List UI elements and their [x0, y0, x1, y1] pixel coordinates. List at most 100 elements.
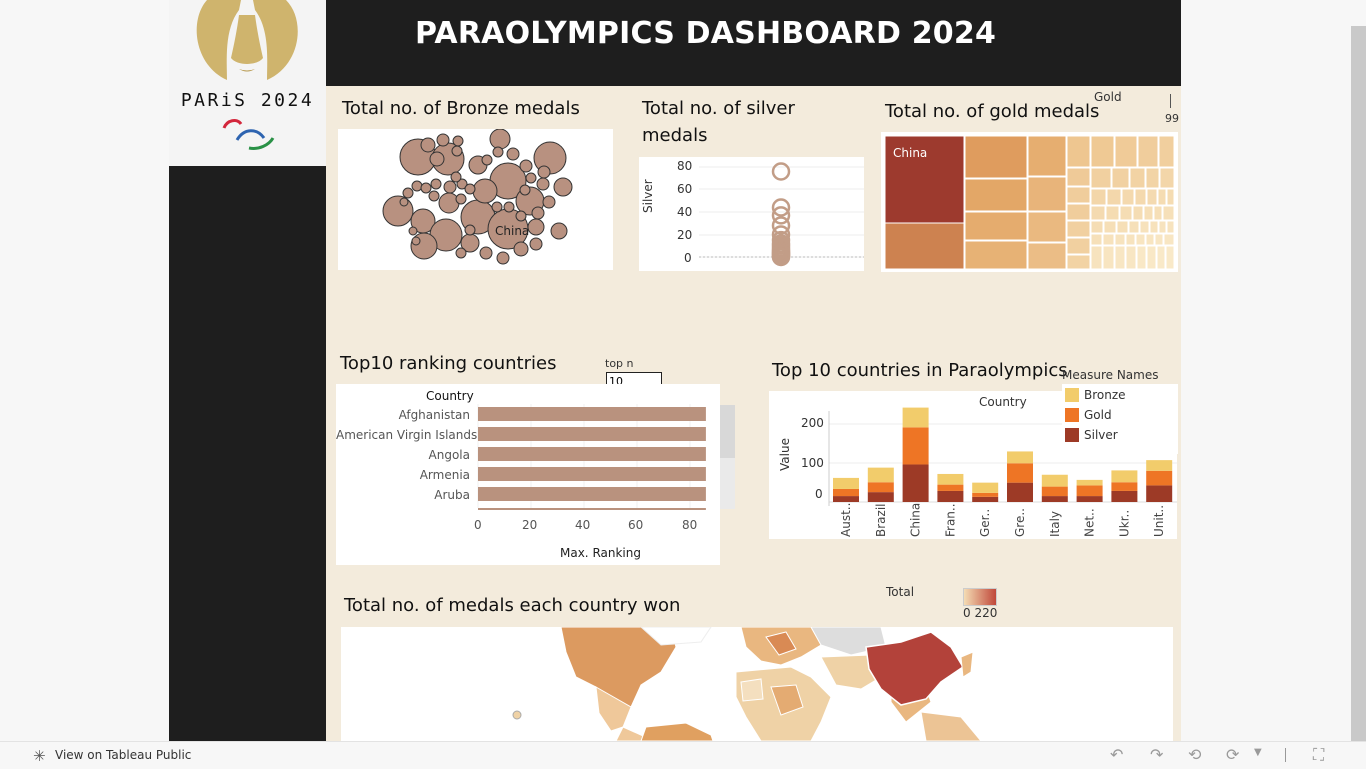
bronze-bubble[interactable] [430, 178, 442, 190]
bronze-bubble[interactable] [452, 135, 464, 147]
gold-treemap-tile[interactable] [1162, 205, 1175, 221]
stacked-bar-gold[interactable] [1076, 485, 1103, 497]
bronze-bubble[interactable] [472, 178, 498, 204]
gold-treemap-tile[interactable] [1027, 176, 1067, 212]
silver-point[interactable] [771, 198, 791, 217]
bronze-bubble[interactable] [420, 137, 436, 153]
bronze-bubble[interactable] [519, 184, 531, 196]
gold-treemap-tile[interactable] [1116, 220, 1129, 234]
bronze-bubble[interactable] [481, 154, 493, 166]
bronze-bubble[interactable] [443, 180, 457, 194]
gold-treemap-tile[interactable] [884, 222, 965, 270]
ranking-bar[interactable] [478, 427, 706, 441]
stacked-bar-bronze[interactable] [937, 473, 964, 485]
redo-icon[interactable]: ↷ [1150, 745, 1164, 764]
refresh-icon[interactable]: ⟳ [1226, 745, 1240, 764]
bronze-bubble[interactable] [542, 195, 556, 209]
gold-treemap-tile[interactable] [1066, 167, 1091, 187]
gold-treemap-tile[interactable] [1137, 135, 1159, 168]
gold-treemap-tile[interactable] [1146, 245, 1157, 270]
bronze-bubble[interactable] [428, 190, 440, 202]
gold-treemap-tile[interactable] [884, 135, 965, 224]
revert-icon[interactable]: ⟲ [1188, 745, 1202, 764]
bronze-bubble[interactable] [492, 146, 504, 158]
stacked-bar-silver[interactable] [1076, 496, 1103, 502]
stacked-bar-silver[interactable] [867, 492, 894, 502]
ranking-bar-chart[interactable]: Country Afghanistan American Virgin Isla… [336, 384, 720, 565]
stacked-bar-bronze[interactable] [1146, 460, 1173, 471]
gold-treemap-tile[interactable] [1066, 220, 1091, 238]
bronze-bubble[interactable] [525, 172, 537, 184]
gold-treemap-tile[interactable] [1125, 233, 1136, 246]
bronze-bubble[interactable] [399, 197, 409, 207]
ranking-bar[interactable] [478, 447, 706, 461]
gold-treemap-tile[interactable] [1153, 205, 1163, 221]
ranking-row-label[interactable]: Angola [428, 448, 470, 462]
bronze-bubble[interactable] [408, 226, 418, 236]
gold-treemap-tile[interactable] [1159, 167, 1175, 189]
stacked-bar-silver[interactable] [1146, 485, 1173, 502]
bronze-bubble[interactable] [464, 183, 476, 195]
legend-item-silver[interactable]: Silver [1084, 428, 1118, 442]
gold-treemap-tile[interactable] [1066, 203, 1091, 221]
stacked-bar-bronze[interactable] [1111, 470, 1138, 483]
gold-treemap-tile[interactable] [1090, 245, 1103, 270]
stacked-bar-bronze[interactable] [833, 477, 859, 489]
stacked-bar-gold[interactable] [972, 492, 999, 497]
silver-point[interactable] [771, 247, 791, 267]
gold-treemap-tile[interactable] [1156, 245, 1166, 270]
gold-treemap-tile[interactable] [1158, 220, 1167, 234]
gold-treemap-tile[interactable] [1134, 188, 1147, 206]
bronze-bubble[interactable] [420, 182, 432, 194]
undo-icon[interactable]: ↶ [1110, 745, 1124, 764]
bronze-bubble[interactable] [382, 195, 414, 227]
stacked-bar-gold[interactable] [867, 482, 894, 493]
gold-treemap-tile[interactable] [1102, 233, 1115, 246]
gold-treemap-tile[interactable] [1119, 205, 1133, 221]
silver-point[interactable] [771, 206, 791, 225]
stacked-bar-bronze[interactable] [1041, 474, 1068, 487]
stacked-bar-bronze[interactable] [902, 407, 929, 428]
world-map[interactable] [341, 627, 1173, 741]
gold-treemap-tile[interactable] [1090, 188, 1107, 206]
gold-treemap-tile[interactable] [1102, 245, 1115, 270]
gold-treemap-tile[interactable] [1090, 205, 1106, 221]
gold-treemap-tile[interactable] [964, 240, 1028, 270]
bronze-bubble[interactable] [464, 224, 476, 236]
ranking-bar[interactable] [478, 467, 706, 481]
stacked-bar-silver[interactable] [902, 464, 929, 502]
gold-treemap-tile[interactable] [1125, 245, 1137, 270]
stacked-bar-silver[interactable] [1041, 496, 1068, 502]
bronze-bubble[interactable] [553, 177, 573, 197]
bronze-bubble[interactable] [519, 159, 533, 173]
stacked-bar-bronze[interactable] [1007, 451, 1033, 464]
bronze-bubble[interactable] [455, 193, 467, 205]
bronze-bubble[interactable] [527, 218, 545, 236]
gold-treemap-tile[interactable] [1145, 233, 1155, 246]
bronze-bubble-chart[interactable]: China [338, 128, 613, 270]
bronze-bubble[interactable] [429, 151, 445, 167]
bronze-bubble[interactable] [537, 165, 551, 179]
bronze-bubble[interactable] [436, 133, 450, 147]
silver-point[interactable] [771, 216, 791, 235]
gold-treemap-tile[interactable] [1090, 135, 1115, 168]
bronze-bubble[interactable] [529, 237, 543, 251]
gold-treemap-tile[interactable] [1163, 233, 1175, 246]
bronze-bubble[interactable] [455, 247, 467, 259]
gold-treemap-tile[interactable] [1106, 188, 1122, 206]
bronze-bubble[interactable] [450, 171, 462, 183]
gold-treemap-tile[interactable] [1105, 205, 1120, 221]
gold-treemap-tile[interactable] [1165, 245, 1175, 270]
ranking-row-label[interactable]: American Virgin Islands [336, 428, 478, 442]
bronze-bubble[interactable] [438, 192, 460, 214]
gold-treemap-tile[interactable] [1090, 167, 1112, 189]
bronze-bubble[interactable] [491, 201, 503, 213]
gold-treemap-tile[interactable] [1066, 186, 1091, 204]
stacked-bar-bronze[interactable] [1076, 479, 1103, 486]
gold-treemap-tile[interactable] [1139, 220, 1150, 234]
fullscreen-icon[interactable]: ⛶ [1313, 745, 1325, 764]
stacked-bar-bronze[interactable] [867, 467, 894, 483]
bronze-bubble[interactable] [531, 206, 545, 220]
gold-treemap-tile[interactable] [1135, 233, 1146, 246]
gold-treemap-tile[interactable] [1145, 167, 1160, 189]
